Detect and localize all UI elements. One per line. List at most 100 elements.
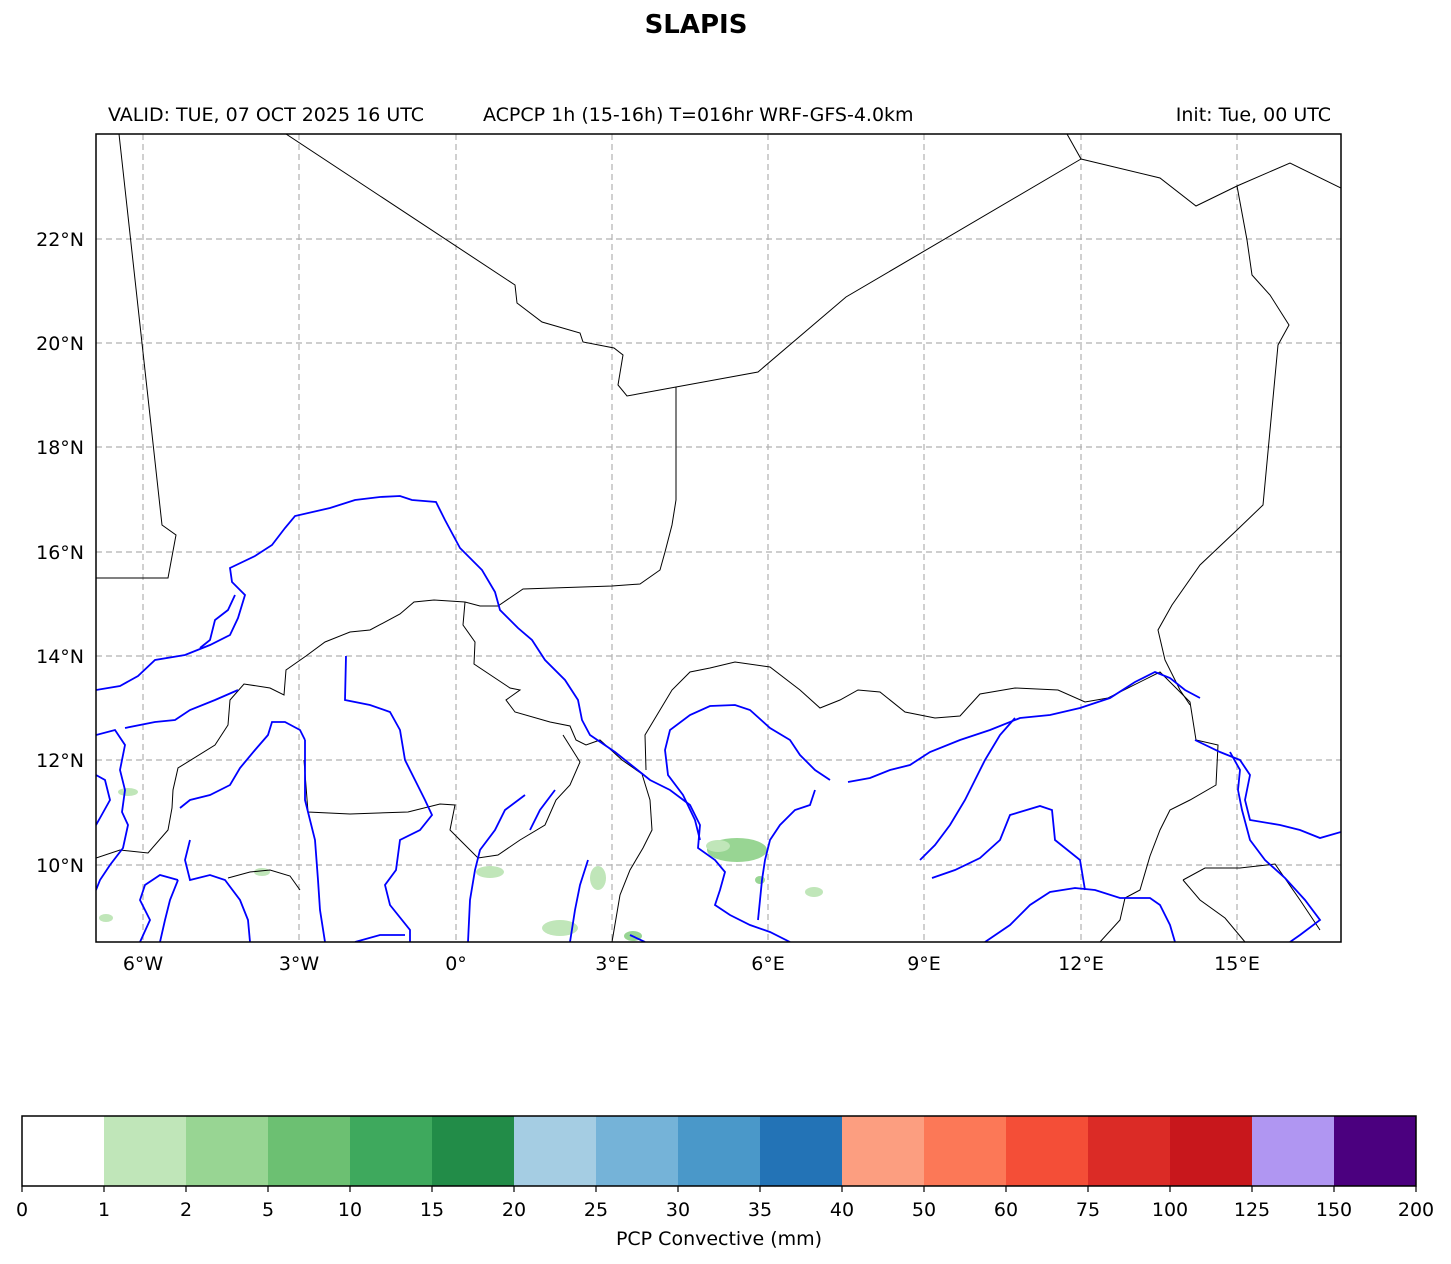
precip-patch: [590, 866, 606, 890]
lon-tick-label: 15°E: [1214, 953, 1260, 975]
river-line: [931, 805, 1086, 891]
lon-tick-label: 3°W: [279, 953, 320, 975]
colorbar-tick-label: 125: [1234, 1199, 1270, 1221]
init-time-label: Init: Tue, 00 UTC: [1175, 104, 1331, 126]
colorbar-tick-label: 2: [180, 1199, 192, 1221]
lat-tick-label: 12°N: [36, 750, 84, 772]
colorbar-tick-label: 100: [1152, 1199, 1188, 1221]
colorbar-tick-label: 200: [1398, 1199, 1434, 1221]
map-frame: [95, 133, 1342, 943]
colorbar-swatch: [678, 1116, 761, 1186]
lat-tick-label: 18°N: [36, 437, 84, 459]
border-line: [285, 134, 1082, 397]
colorbar-swatch: [1334, 1116, 1417, 1186]
river-volta-white: [344, 655, 434, 942]
river-line: [919, 717, 1016, 861]
colorbar-swatch: [760, 1116, 843, 1186]
colorbar-frame: [21, 1115, 1417, 1187]
valid-time-label: VALID: TUE, 07 OCT 2025 16 UTC: [108, 104, 424, 126]
colorbar-swatch: [1252, 1116, 1335, 1186]
lon-tick-label: 6°W: [123, 953, 164, 975]
border-line: [1080, 158, 1341, 207]
river-chari: [1229, 751, 1322, 942]
product-label: ACPCP 1h (15-16h) T=016hr WRF-GFS-4.0km: [483, 104, 914, 126]
precip-patch: [542, 920, 578, 936]
colorbar-label: PCP Convective (mm): [616, 1228, 822, 1250]
lat-tick-label: 14°N: [36, 646, 84, 668]
precipitation-layer: [99, 788, 823, 941]
colorbar-tick-label: 60: [994, 1199, 1018, 1221]
river-line: [569, 859, 589, 942]
river-line: [354, 934, 405, 942]
river-sokoto: [664, 704, 831, 841]
precip-patch: [254, 868, 270, 876]
colorbar-tick-label: 40: [830, 1199, 854, 1221]
precip-patch: [99, 914, 113, 922]
lon-tick-label: 9°E: [907, 953, 941, 975]
lon-axis: 6°W 3°W 0° 3°E 6°E 9°E 12°E 15°E: [123, 953, 1260, 975]
border-line: [462, 601, 653, 942]
colorbar-swatch: [842, 1116, 925, 1186]
river-line: [529, 789, 556, 831]
river-line: [179, 721, 306, 809]
lon-tick-label: 6°E: [751, 953, 785, 975]
colorbar-swatch: [268, 1116, 351, 1186]
colorbar-swatch: [514, 1116, 597, 1186]
colorbar-swatch: [924, 1116, 1007, 1186]
colorbar-swatch: [350, 1116, 433, 1186]
border-line: [96, 134, 177, 579]
river-kaduna: [757, 789, 816, 921]
river-line: [96, 728, 129, 891]
river-line: [199, 594, 236, 649]
river-logone: [1194, 739, 1341, 839]
border-line: [303, 734, 581, 859]
colorbar-tick-label: 150: [1316, 1199, 1352, 1221]
river-oti: [467, 794, 526, 942]
river-line: [629, 934, 646, 942]
river-niger: [96, 495, 791, 942]
colorbar-swatch: [432, 1116, 515, 1186]
lat-axis: 22°N 20°N 18°N 16°N 14°N 12°N 10°N: [36, 229, 84, 877]
colorbar-tick-label: 5: [262, 1199, 274, 1221]
lat-tick-label: 20°N: [36, 333, 84, 355]
border-line: [227, 869, 301, 891]
border-line: [1182, 879, 1246, 942]
precip-patch: [476, 866, 504, 878]
colorbar-tick-label: 0: [16, 1199, 28, 1221]
colorbar-tick-label: 25: [584, 1199, 608, 1221]
rivers: [96, 495, 1341, 942]
lon-tick-label: 3°E: [595, 953, 629, 975]
precip-patch: [805, 887, 823, 897]
colorbar-swatch: [186, 1116, 269, 1186]
border-line: [1182, 863, 1321, 931]
river-line: [184, 839, 251, 942]
border-line: [96, 387, 677, 859]
lon-tick-label: 12°E: [1058, 953, 1104, 975]
colorbar-swatch: [1170, 1116, 1253, 1186]
map-title: SLAPIS: [644, 10, 748, 40]
river-komadugu: [847, 671, 1201, 783]
river-volta: [304, 740, 326, 942]
river-line: [139, 874, 179, 942]
colorbar-tick-label: 20: [502, 1199, 526, 1221]
lon-tick-label: 0°: [445, 953, 467, 975]
colorbar-tick-label: 30: [666, 1199, 690, 1221]
colorbar-swatch: [596, 1116, 679, 1186]
lat-tick-label: 22°N: [36, 229, 84, 251]
lat-tick-label: 16°N: [36, 542, 84, 564]
river-line: [96, 774, 111, 826]
map-area: [96, 134, 1341, 942]
colorbar-swatch: [22, 1116, 105, 1186]
precip-patch: [706, 840, 730, 852]
border-line: [644, 661, 1219, 942]
river-benue: [984, 887, 1176, 942]
colorbar-tick-label: 1: [98, 1199, 110, 1221]
colorbar-tick-label: 15: [420, 1199, 444, 1221]
colorbar-tick-label: 10: [338, 1199, 362, 1221]
border-line: [1157, 185, 1290, 706]
colorbar-swatch: [104, 1116, 187, 1186]
precip-patch: [755, 876, 765, 884]
country-borders: [96, 134, 1341, 942]
river-line: [124, 689, 239, 729]
